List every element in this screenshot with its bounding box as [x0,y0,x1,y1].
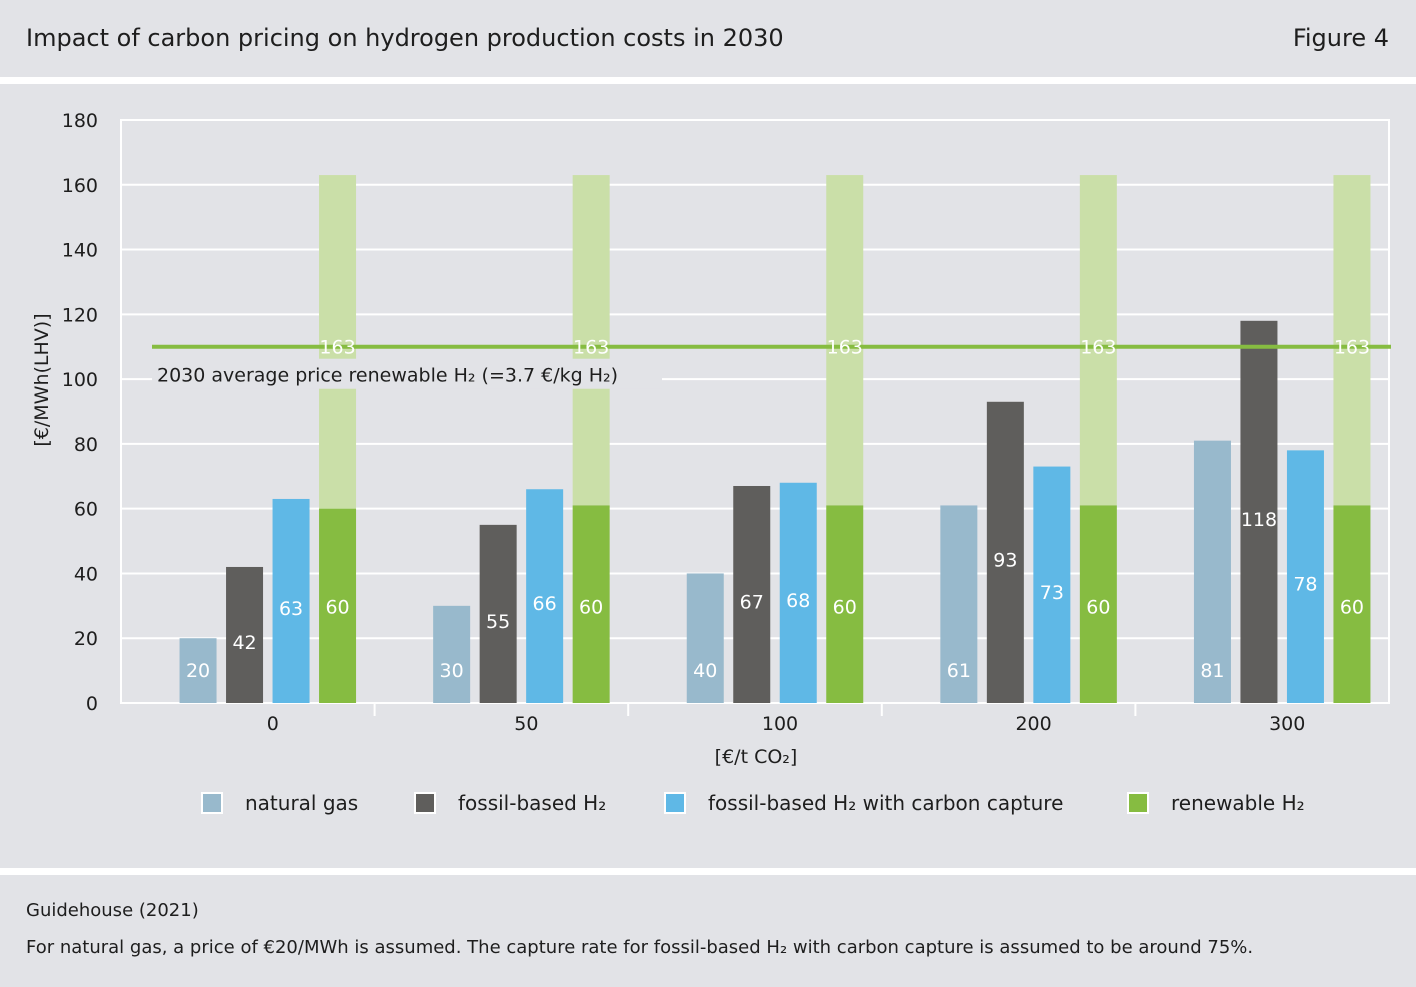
bar-value-label: 40 [693,660,717,682]
renewable-range-label: 163 [319,337,355,359]
legend-label: renewable H₂ [1171,791,1305,815]
bar-0 [1193,440,1231,703]
y-tick-label: 120 [62,304,98,326]
legend-label: natural gas [245,791,359,815]
bar-1 [1240,320,1278,703]
bar-3 [319,508,357,703]
legend-item-fossil-h2: fossil-based H₂ [414,790,606,816]
legend-item-fossil-h2-ccs: fossil-based H₂ with carbon capture [664,790,1063,816]
x-tick-label: 0 [267,713,279,735]
bar-value-label: 60 [1340,597,1364,619]
renewable-range-label: 163 [1334,337,1370,359]
bar-value-label: 61 [947,660,971,682]
legend-label: fossil-based H₂ [458,791,607,815]
renewable-range-label: 163 [573,337,609,359]
bar-value-label: 20 [186,660,210,682]
bar-renewable-range [1333,175,1371,506]
renewable-range-label: 163 [1080,337,1116,359]
x-tick-label: 100 [762,713,798,735]
y-tick-label: 100 [62,369,98,391]
bar-value-label: 78 [1293,574,1317,596]
bar-value-label: 81 [1200,660,1224,682]
bar-3 [826,505,864,703]
bar-value-label: 60 [579,597,603,619]
header-band [0,0,1416,77]
bar-value-label: 67 [740,591,764,613]
y-tick-label: 20 [74,628,98,650]
x-tick-label: 300 [1269,713,1305,735]
bar-0 [686,573,724,703]
bar-3 [1079,505,1117,703]
legend-item-natural-gas: natural gas [201,790,358,816]
y-tick-label: 180 [62,110,98,132]
bar-2 [1033,466,1071,703]
bar-value-label: 118 [1241,509,1277,531]
legend-swatch-fossil-h2-ccs [664,792,686,814]
bar-renewable-range [572,175,610,506]
bar-value-label: 63 [279,598,303,620]
bar-2 [272,498,310,703]
x-axis-label: [€/t CO₂] [715,746,798,768]
bar-3 [1333,505,1371,703]
y-axis-label: [€/MWh(LHV)] [31,313,53,446]
source-text: Guidehouse (2021) [26,900,199,921]
bar-renewable-range [319,175,357,509]
bar-renewable-range [1079,175,1117,506]
bar-value-label: 60 [833,597,857,619]
y-tick-label: 160 [62,175,98,197]
bar-2 [779,482,817,703]
figure-title: Impact of carbon pricing on hydrogen pro… [26,24,784,52]
footer-band [0,875,1416,987]
bar-1 [479,524,517,703]
legend-swatch-natural-gas [201,792,223,814]
bar-value-label: 68 [786,590,810,612]
bar-value-label: 66 [533,593,557,615]
bar-value-label: 73 [1040,582,1064,604]
bar-0 [433,605,471,703]
bar-value-label: 93 [993,549,1017,571]
y-tick-label: 140 [62,240,98,262]
bar-0 [940,505,978,703]
x-tick-label: 50 [514,713,538,735]
y-tick-label: 60 [74,499,98,521]
bar-value-label: 42 [232,632,256,654]
bar-2 [526,489,564,703]
bar-value-label: 60 [1086,597,1110,619]
bar-value-label: 55 [486,611,510,633]
bar-1 [986,401,1024,703]
legend-item-renewable-h2: renewable H₂ [1127,790,1305,816]
y-tick-label: 80 [74,434,98,456]
bar-3 [572,505,610,703]
y-tick-label: 0 [86,693,98,715]
reference-line-label: 2030 average price renewable H₂ (=3.7 €/… [157,365,618,387]
renewable-range-label: 163 [827,337,863,359]
legend-label: fossil-based H₂ with carbon capture [708,791,1064,815]
reference-label-bg [152,358,662,389]
bar-0 [179,638,217,703]
bar-1 [226,566,264,703]
chart-panel [0,84,1416,868]
figure-number: Figure 4 [1292,24,1389,52]
bar-value-label: 60 [325,597,349,619]
bar-value-label: 30 [440,660,464,682]
legend-swatch-fossil-h2 [414,792,436,814]
x-tick-label: 200 [1015,713,1051,735]
bar-1 [733,485,771,703]
legend-swatch-renewable-h2 [1127,792,1149,814]
bar-renewable-range [826,175,864,506]
footnote-text: For natural gas, a price of €20/MWh is a… [26,937,1254,958]
bar-2 [1286,450,1324,703]
y-tick-label: 40 [74,563,98,585]
